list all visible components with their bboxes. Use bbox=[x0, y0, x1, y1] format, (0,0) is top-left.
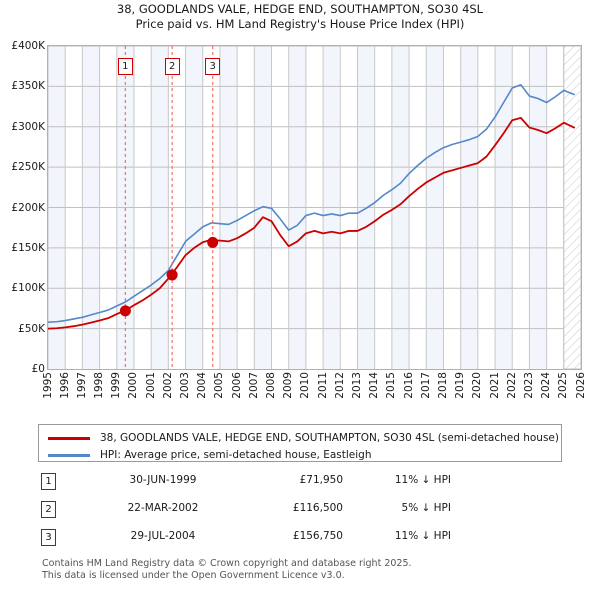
x-tick-label: 1996 bbox=[58, 372, 71, 399]
x-tick-label: 2018 bbox=[436, 372, 449, 399]
x-tick-label: 2007 bbox=[247, 372, 260, 399]
legend-color-swatch bbox=[48, 436, 90, 440]
transaction-price: £71,950 bbox=[299, 474, 343, 486]
x-tick-label: 2015 bbox=[385, 372, 398, 399]
chart-marker-flag-2[interactable]: 2 bbox=[164, 58, 180, 75]
transaction-date: 29-JUL-2004 bbox=[130, 530, 196, 542]
transaction-hpi-delta: 5% ↓ HPI bbox=[401, 502, 451, 514]
legend-entry: HPI: Average price, semi-detached house,… bbox=[39, 447, 561, 463]
transaction-hpi-delta: 11% ↓ HPI bbox=[394, 530, 451, 542]
x-tick-label: 2003 bbox=[179, 372, 192, 399]
title-line-2: Price paid vs. HM Land Registry's House … bbox=[135, 17, 465, 31]
x-tick-label: 2005 bbox=[213, 372, 226, 399]
chart-marker-flag-1[interactable]: 1 bbox=[117, 58, 133, 75]
x-tick-label: 2022 bbox=[505, 372, 518, 399]
x-tick-label: 1995 bbox=[41, 372, 54, 399]
x-tick-label: 2001 bbox=[144, 372, 157, 399]
y-tick-label: £400K bbox=[11, 40, 45, 52]
transaction-price: £156,750 bbox=[292, 530, 343, 542]
footer-line-1: Contains HM Land Registry data © Crown c… bbox=[42, 558, 412, 569]
transactions-table: 1 30-JUN-1999 £71,950 11% ↓ HPI 2 22-MAR-2002… bbox=[38, 470, 458, 554]
legend-label: HPI: Average price, semi-detached house,… bbox=[100, 449, 372, 461]
footer-line-2: This data is licensed under the Open Gov… bbox=[42, 570, 345, 581]
y-axis: £0 £50K £100K £150K £200K £250K £300K £350K £400… bbox=[0, 40, 45, 375]
table-row[interactable]: 2 22-MAR-2002 £116,500 5% ↓ HPI bbox=[38, 498, 458, 526]
transaction-price: £116,500 bbox=[292, 502, 343, 514]
x-tick-label: 2004 bbox=[196, 372, 209, 399]
transaction-index-badge[interactable]: 3 bbox=[41, 529, 56, 546]
x-tick-label: 2008 bbox=[265, 372, 278, 399]
x-tick-label: 2021 bbox=[488, 372, 501, 399]
x-tick-label: 2009 bbox=[282, 372, 295, 399]
y-tick-label: £150K bbox=[11, 241, 45, 254]
x-tick-label: 1997 bbox=[75, 372, 88, 399]
chart-legend: 38, GOODLANDS VALE, HEDGE END, SOUTHAMPT… bbox=[38, 424, 562, 462]
x-tick-label: 1998 bbox=[93, 372, 106, 399]
chart-marker-flag-3[interactable]: 3 bbox=[205, 58, 221, 75]
table-row[interactable]: 1 30-JUN-1999 £71,950 11% ↓ HPI bbox=[38, 470, 458, 498]
transaction-date: 22-MAR-2002 bbox=[127, 502, 199, 514]
y-tick-label: £50K bbox=[18, 322, 45, 335]
x-tick-label: 1999 bbox=[110, 372, 123, 399]
y-tick-label: £300K bbox=[11, 120, 45, 133]
x-tick-label: 2016 bbox=[402, 372, 415, 399]
x-tick-label: 2017 bbox=[419, 372, 432, 399]
x-tick-label: 2000 bbox=[127, 372, 140, 399]
x-tick-label: 2013 bbox=[350, 372, 363, 399]
transaction-index-badge[interactable]: 1 bbox=[41, 473, 56, 490]
page-title: 38, GOODLANDS VALE, HEDGE END, SOUTHAMPT… bbox=[0, 2, 600, 32]
x-tick-label: 2023 bbox=[522, 372, 535, 399]
footer-attribution: Contains HM Land Registry data © Crown c… bbox=[42, 558, 582, 582]
title-line-1: 38, GOODLANDS VALE, HEDGE END, SOUTHAMPT… bbox=[116, 2, 484, 16]
legend-entry: 38, GOODLANDS VALE, HEDGE END, SOUTHAMPT… bbox=[39, 430, 561, 446]
x-tick-label: 2025 bbox=[557, 372, 570, 399]
plot-area bbox=[47, 45, 582, 370]
y-tick-label: £200K bbox=[11, 201, 45, 214]
x-tick-label: 2020 bbox=[471, 372, 484, 399]
x-tick-label: 2012 bbox=[333, 372, 346, 399]
x-tick-label: 2006 bbox=[230, 372, 243, 399]
y-tick-label: £100K bbox=[11, 282, 45, 295]
x-axis: 1995 1996 1997 1998 1999 2000 2001 2002 2003 2004… bbox=[42, 372, 587, 414]
x-tick-label: 2024 bbox=[540, 372, 553, 399]
transaction-date: 30-JUN-1999 bbox=[129, 474, 197, 486]
transaction-hpi-delta: 11% ↓ HPI bbox=[394, 474, 451, 486]
x-tick-label: 2014 bbox=[368, 372, 381, 399]
legend-label: 38, GOODLANDS VALE, HEDGE END, SOUTHAMPT… bbox=[100, 432, 559, 444]
y-tick-label: £0 bbox=[31, 363, 45, 375]
x-tick-label: 2002 bbox=[161, 372, 174, 399]
table-row[interactable]: 3 29-JUL-2004 £156,750 11% ↓ HPI bbox=[38, 526, 458, 554]
y-tick-label: £250K bbox=[11, 161, 45, 174]
x-tick-label: 2010 bbox=[299, 372, 312, 399]
x-tick-label: 2026 bbox=[574, 372, 587, 399]
legend-color-swatch bbox=[48, 453, 90, 457]
x-tick-label: 2019 bbox=[454, 372, 467, 399]
transaction-index-badge[interactable]: 2 bbox=[41, 501, 56, 518]
y-tick-label: £350K bbox=[11, 80, 45, 93]
x-tick-label: 2011 bbox=[316, 372, 329, 399]
price-history-chart bbox=[48, 46, 581, 369]
